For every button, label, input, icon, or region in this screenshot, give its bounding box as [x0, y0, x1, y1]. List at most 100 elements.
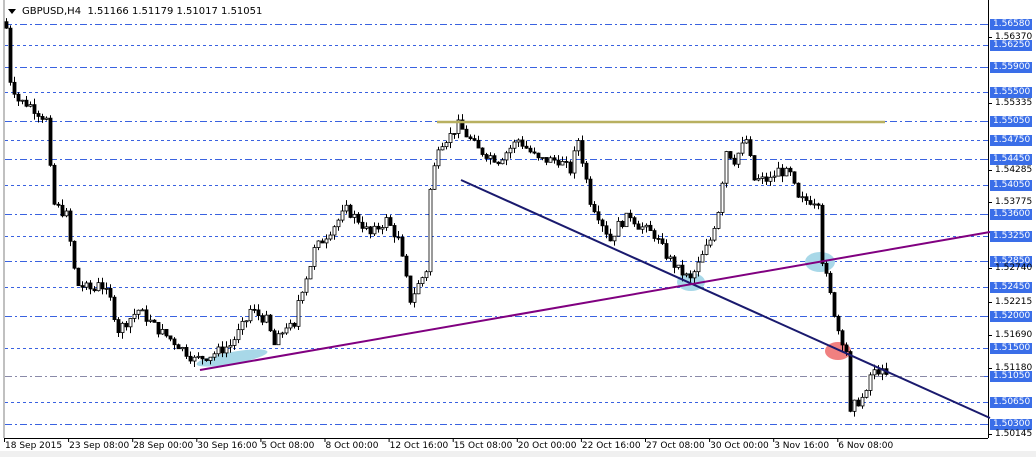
candle-body [212, 353, 217, 358]
candle-body [564, 161, 569, 163]
candle-body [376, 225, 381, 230]
candle-body [372, 225, 377, 235]
candle-body [544, 157, 549, 163]
candle-body [400, 236, 405, 257]
price-level-tag: 1.56580 [990, 18, 1032, 30]
y-tick-label: 1.52215 [995, 297, 1033, 307]
candle-body [668, 256, 673, 259]
y-tick-label: 1.53775 [995, 197, 1033, 207]
candle-body [300, 291, 305, 301]
x-tick-label: 6 Nov 08:00 [838, 441, 894, 451]
candle-body [180, 347, 185, 350]
candle-body [824, 263, 829, 274]
candle-body [132, 313, 137, 319]
x-tick-label: 22 Oct 16:00 [581, 441, 641, 451]
candle-body [396, 236, 401, 239]
y-tick-label: 1.52740 [995, 263, 1033, 273]
candle-body [552, 157, 557, 161]
candle-body [240, 320, 245, 331]
candle-body [272, 330, 277, 346]
candle-body [804, 196, 809, 201]
candle-body [780, 167, 785, 177]
candle-body [440, 146, 445, 151]
candle-body [140, 309, 145, 312]
symbol-label: GBPUSD,H4 [22, 6, 82, 17]
x-tick-label: 23 Sep 08:00 [69, 441, 130, 451]
candle-body [44, 117, 49, 120]
y-tick-label: 1.50145 [995, 429, 1033, 439]
candle-body [368, 226, 373, 235]
candle-body [580, 140, 585, 164]
candle-body [412, 293, 417, 303]
candle-body [364, 226, 369, 229]
x-tick-label: 30 Oct 00:00 [710, 441, 769, 451]
candle-body [264, 314, 269, 323]
candle-body [216, 346, 221, 355]
candle-body [856, 399, 861, 407]
candle-body [456, 119, 461, 134]
price-level-tag: 1.51050 [990, 370, 1032, 382]
candle-body [224, 346, 229, 354]
candle-body [864, 390, 869, 398]
candle-body [832, 292, 837, 317]
candle-body [848, 351, 853, 412]
candle-body [488, 155, 493, 159]
candle-body [256, 309, 261, 317]
candle-body [276, 333, 281, 346]
candle-body [800, 196, 805, 199]
candle-body [76, 267, 81, 286]
candle-body [380, 227, 385, 230]
candle-body [652, 230, 657, 239]
candle-body [708, 239, 713, 246]
chart-title: GBPUSD,H4 1.51166 1.51179 1.51017 1.5105… [8, 6, 262, 17]
candle-body [360, 221, 365, 229]
candle-body [688, 273, 693, 279]
candle-body [576, 140, 581, 152]
candle-body [268, 314, 273, 332]
candle-body [528, 147, 533, 153]
candle-body [320, 240, 325, 244]
candle-body [32, 104, 37, 114]
candle-body [316, 240, 321, 248]
candle-body [408, 275, 413, 303]
candle-body [96, 282, 101, 292]
candle-body [844, 344, 849, 352]
candle-body [80, 285, 85, 288]
candle-body [480, 147, 485, 155]
candle-body [792, 171, 797, 184]
dropdown-triangle-icon[interactable] [8, 8, 16, 14]
candle-body [640, 226, 645, 230]
candle-body [520, 139, 525, 147]
candle-body [292, 322, 297, 327]
candle-body [752, 155, 757, 181]
candle-body [48, 117, 53, 166]
candle-body [460, 119, 465, 130]
candle-body [476, 139, 481, 149]
candle-body [700, 254, 705, 263]
candle-body [332, 226, 337, 236]
candle-body [92, 288, 97, 292]
price-level-tag: 1.56250 [990, 39, 1032, 51]
candle-body [120, 322, 125, 334]
candle-body [748, 139, 753, 156]
candle-body [740, 142, 745, 154]
candle-body [192, 356, 197, 362]
candle-body [172, 338, 177, 346]
candle-body [164, 328, 169, 337]
candle-body [852, 399, 857, 412]
candle-body [496, 161, 501, 165]
candle-body [100, 282, 105, 290]
candle-body [764, 176, 769, 182]
ohlc-readout: 1.51166 1.51179 1.51017 1.51051 [87, 6, 263, 17]
candle-body [312, 247, 317, 267]
candle-body [620, 220, 625, 228]
candle-body [72, 240, 77, 269]
candle-body [592, 204, 597, 213]
candle-body [148, 319, 153, 322]
candle-body [656, 238, 661, 240]
candle-body [356, 213, 361, 223]
candle-body [168, 335, 173, 340]
